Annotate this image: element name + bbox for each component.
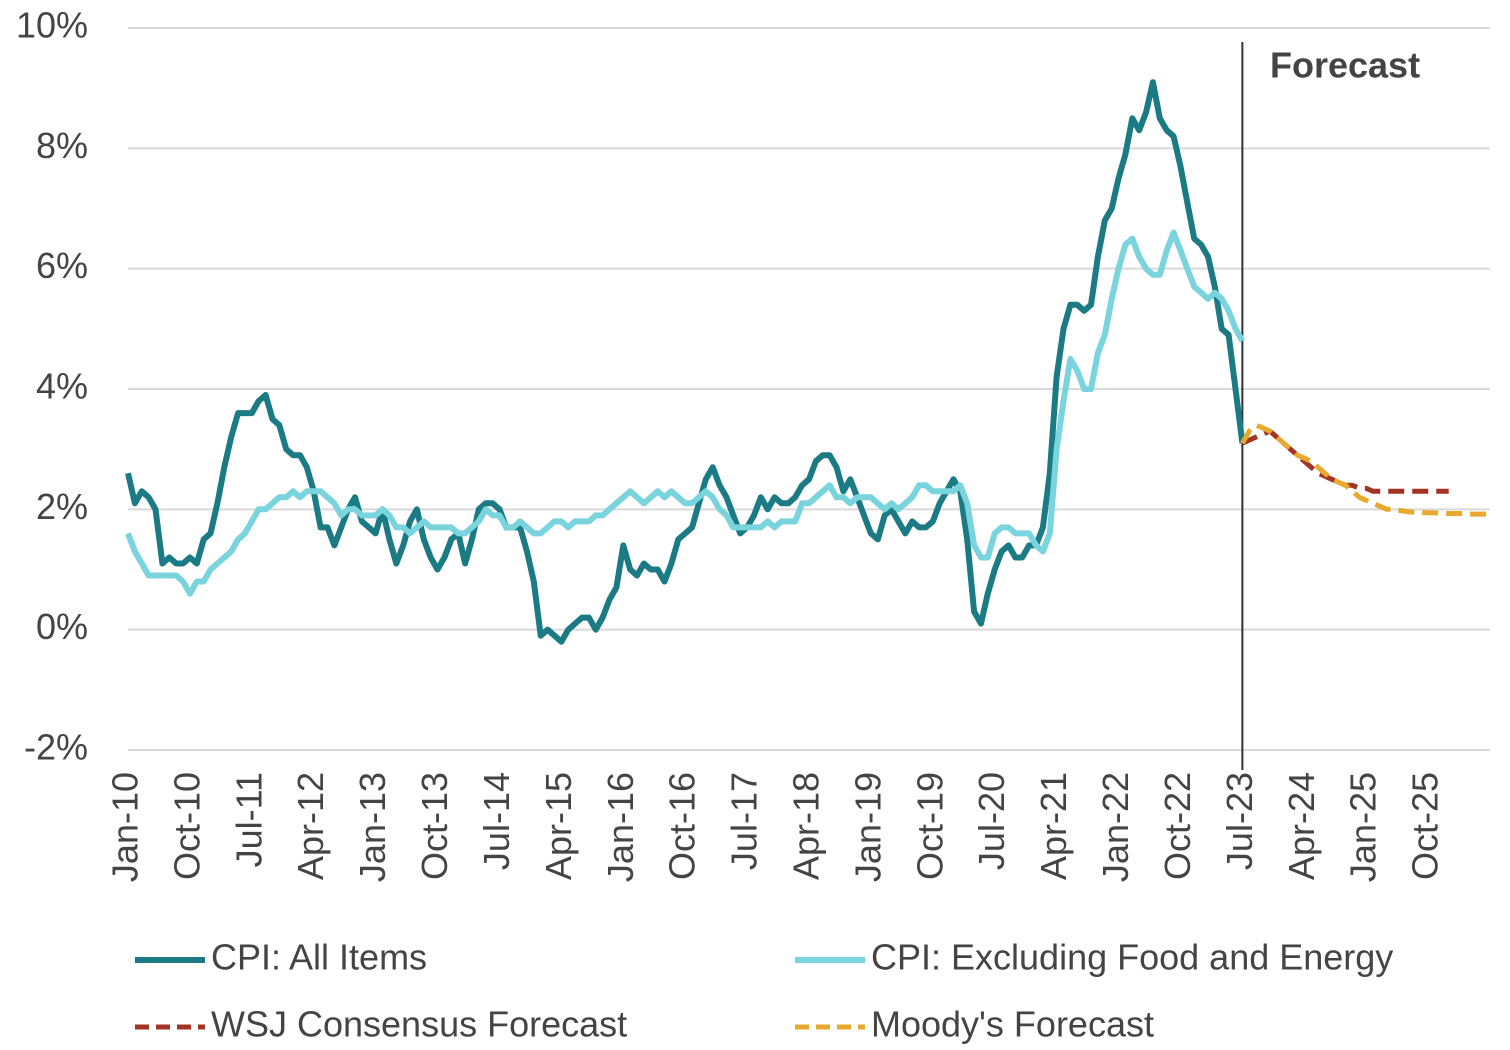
x-tick-label: Jul-23 — [1219, 772, 1260, 870]
x-tick-label: Apr-15 — [538, 772, 579, 880]
x-tick-label: Jan-22 — [1095, 772, 1136, 882]
series-line — [125, 229, 1246, 597]
x-tick-label: Apr-24 — [1281, 772, 1322, 880]
annotation: Forecast — [1270, 45, 1420, 86]
legend-label: Moody's Forecast — [871, 1004, 1154, 1045]
legend-label: CPI: Excluding Food and Energy — [871, 937, 1393, 978]
x-tick-label: Jan-25 — [1343, 772, 1384, 882]
x-tick-label: Jan-10 — [105, 772, 146, 882]
x-tick-label: Apr-12 — [290, 772, 331, 880]
x-tick-label: Oct-25 — [1405, 772, 1446, 880]
x-tick-label: Oct-16 — [662, 772, 703, 880]
series-line — [1241, 428, 1449, 494]
y-tick-label: 8% — [36, 125, 88, 166]
x-tick-label: Jul-17 — [724, 772, 765, 870]
x-tick-label: Jan-19 — [847, 772, 888, 882]
x-tick-label: Apr-18 — [786, 772, 827, 880]
y-tick-label: 6% — [36, 245, 88, 286]
x-tick-label: Jul-14 — [476, 772, 517, 870]
x-tick-label: Jan-13 — [352, 772, 393, 882]
x-tick-label: Oct-19 — [909, 772, 950, 880]
x-tick-label: Jan-16 — [600, 772, 641, 882]
x-tick-label: Oct-10 — [166, 772, 207, 880]
x-tick-label: Jul-11 — [228, 772, 269, 867]
x-tick-label: Jul-20 — [971, 772, 1012, 870]
series-line — [1240, 422, 1490, 517]
y-tick-label: 4% — [36, 366, 88, 407]
y-tick-label: 10% — [16, 5, 88, 46]
legend-label: CPI: All Items — [211, 937, 427, 978]
y-tick-label: 0% — [36, 606, 88, 647]
y-tick-label: 2% — [36, 486, 88, 527]
x-tick-label: Oct-22 — [1157, 772, 1198, 880]
x-tick-label: Oct-13 — [414, 772, 455, 880]
x-tick-label: Apr-21 — [1033, 772, 1074, 880]
legend-label: WSJ Consensus Forecast — [211, 1004, 627, 1045]
y-tick-label: -2% — [24, 727, 88, 768]
